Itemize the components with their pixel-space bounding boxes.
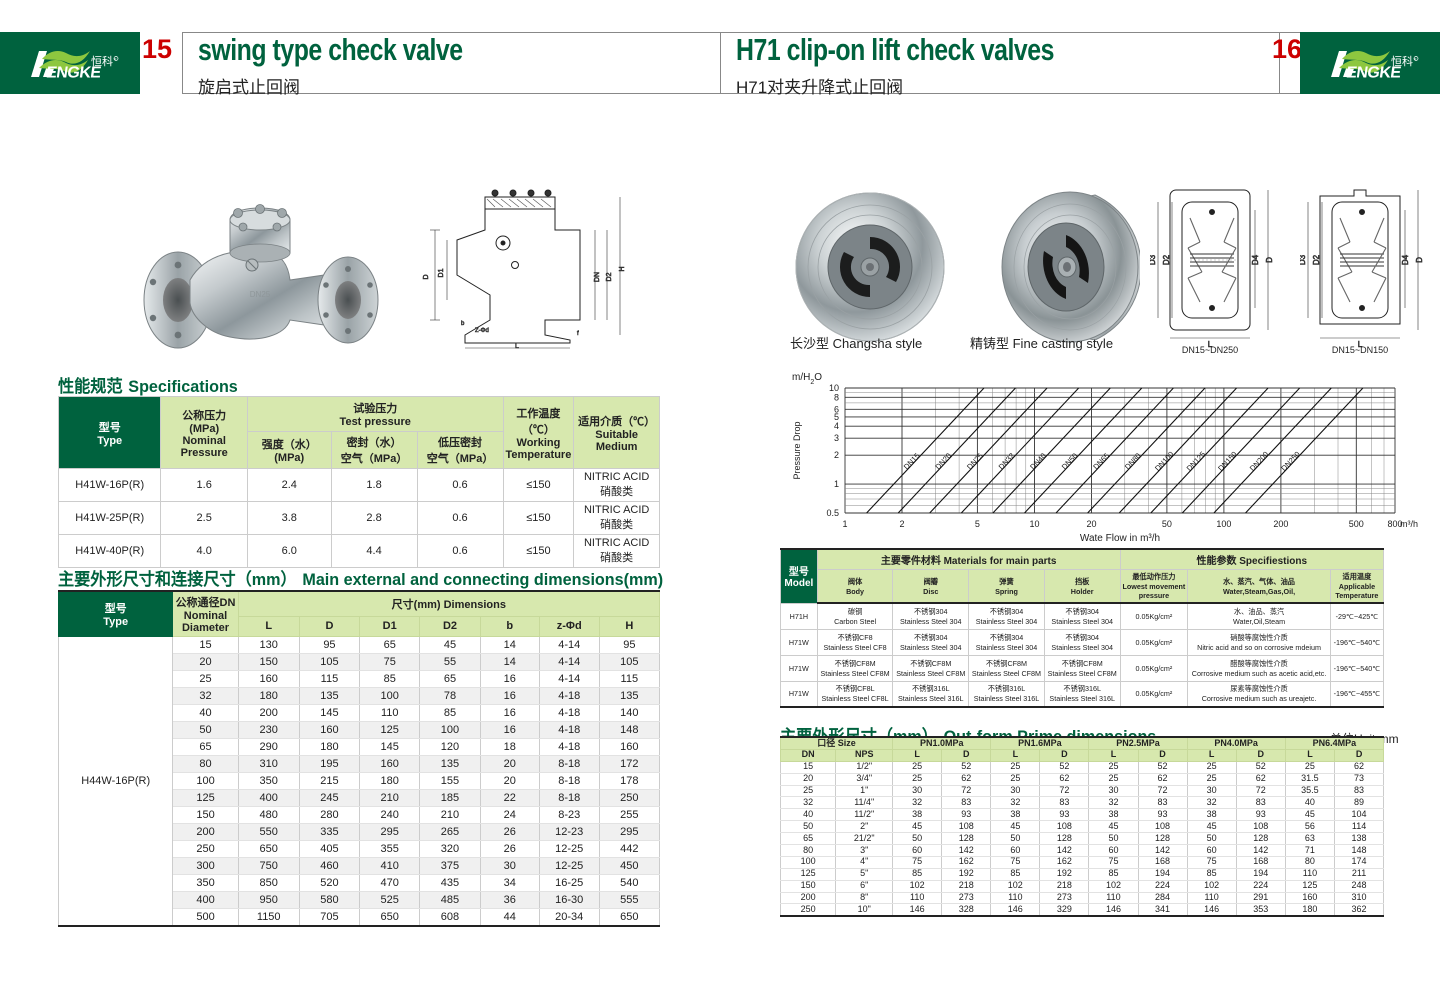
svg-text:D3: D3 — [1150, 254, 1157, 265]
svg-text:D: D — [1265, 257, 1274, 263]
svg-text:H: H — [619, 266, 626, 271]
svg-text:100: 100 — [1216, 519, 1231, 529]
svg-text:DN: DN — [594, 272, 601, 282]
svg-text:L: L — [515, 343, 519, 350]
svg-text:DN15~DN250: DN15~DN250 — [1182, 345, 1238, 355]
svg-text:10: 10 — [829, 383, 839, 393]
svg-text:DN80: DN80 — [1123, 451, 1143, 471]
svg-text:DN40: DN40 — [1028, 451, 1048, 471]
svg-text:Pressure Drop: Pressure Drop — [792, 421, 802, 479]
svg-text:3: 3 — [834, 433, 839, 443]
svg-text:恒科: 恒科 — [1391, 54, 1413, 68]
svg-text:D: D — [1415, 257, 1424, 263]
svg-text:8: 8 — [834, 392, 839, 402]
svg-text:0.5: 0.5 — [826, 508, 839, 518]
svg-text:DN25: DN25 — [965, 451, 985, 471]
svg-text:20: 20 — [1086, 519, 1096, 529]
svg-text:D3: D3 — [1300, 254, 1307, 265]
svg-text:200: 200 — [1273, 519, 1288, 529]
svg-text:Z-Φd: Z-Φd — [475, 328, 489, 334]
svg-text:b: b — [461, 321, 465, 327]
svg-text:D2: D2 — [1312, 254, 1321, 265]
svg-text:5: 5 — [975, 519, 980, 529]
svg-text:1: 1 — [834, 479, 839, 489]
svg-text:D4: D4 — [1251, 254, 1260, 265]
svg-text:DN200: DN200 — [1248, 450, 1271, 473]
svg-text:DN50: DN50 — [1060, 451, 1080, 471]
svg-text:2: 2 — [834, 450, 839, 460]
svg-text:50: 50 — [1162, 519, 1172, 529]
svg-text:DN15~DN150: DN15~DN150 — [1332, 345, 1388, 355]
svg-text:6: 6 — [834, 404, 839, 414]
svg-text:Wate Flow in m³/h: Wate Flow in m³/h — [1080, 533, 1160, 543]
svg-text:4: 4 — [834, 421, 839, 431]
svg-text:恒科: 恒科 — [91, 54, 113, 68]
svg-text:500: 500 — [1349, 519, 1364, 529]
svg-text:2: 2 — [899, 519, 904, 529]
svg-text:m/H2O: m/H2O — [792, 372, 822, 386]
svg-text:DN20: DN20 — [933, 451, 953, 471]
svg-text:DN125: DN125 — [1185, 450, 1208, 473]
svg-text:DN65: DN65 — [1091, 451, 1111, 471]
svg-text:DN100: DN100 — [1153, 450, 1176, 473]
svg-text:DN250: DN250 — [1279, 450, 1302, 473]
svg-text:f: f — [577, 331, 579, 337]
svg-text:DN15: DN15 — [902, 451, 922, 471]
svg-text:m³/h: m³/h — [1400, 519, 1418, 529]
svg-text:DN150: DN150 — [1216, 450, 1239, 473]
svg-text:10: 10 — [1029, 519, 1039, 529]
svg-text:D1: D1 — [438, 268, 445, 277]
svg-text:DN32: DN32 — [997, 451, 1017, 471]
svg-text:D2: D2 — [1162, 254, 1171, 265]
svg-text:D: D — [423, 274, 430, 279]
svg-text:1: 1 — [842, 519, 847, 529]
svg-text:DN25: DN25 — [250, 290, 271, 299]
svg-text:D2: D2 — [606, 272, 613, 281]
svg-text:D4: D4 — [1401, 254, 1410, 265]
